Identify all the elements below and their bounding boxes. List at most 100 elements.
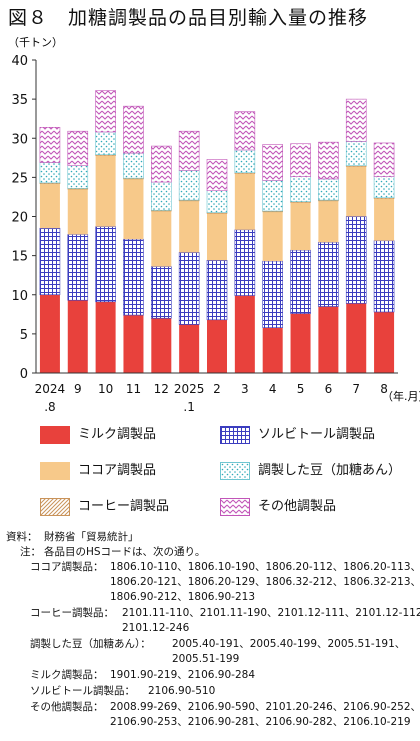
bar-segment-sorbitol bbox=[234, 229, 256, 296]
x-tick-label: 8 bbox=[380, 382, 388, 396]
bar-stack bbox=[234, 111, 256, 373]
cocoa-codes-1: 1806.10-110、1806.10-190、1806.20-112、1806… bbox=[110, 561, 420, 573]
legend-label-coffee: コーヒー調製品 bbox=[78, 499, 170, 514]
bar-segment-other bbox=[178, 130, 200, 171]
sorbitol-codes-label: ソルビトール調製品： bbox=[30, 685, 135, 697]
bar-stack bbox=[123, 105, 144, 373]
y-tick-label: 35 bbox=[11, 93, 28, 108]
bar-segment-cocoa bbox=[151, 211, 172, 267]
bar-segment-cocoa bbox=[67, 189, 88, 235]
bar-segment-cocoa bbox=[123, 178, 144, 240]
x-tick-label: 6 bbox=[325, 382, 333, 396]
bar-stack bbox=[95, 90, 116, 373]
coffee-codes-label: コーヒー調製品： bbox=[30, 607, 114, 619]
legend-swatch-coffee bbox=[40, 498, 70, 516]
note-intro: 各品目のHSコードは、次の通り。 bbox=[44, 546, 206, 558]
bar-segment-other bbox=[345, 98, 367, 142]
y-tick-label: 40 bbox=[11, 54, 28, 69]
x-tick-label: 4 bbox=[269, 382, 277, 396]
legend-label-cocoa: ココア調製品 bbox=[78, 463, 157, 478]
bar-segment-other bbox=[373, 142, 395, 177]
bar-segment-milk bbox=[374, 311, 395, 373]
bar-segment-milk bbox=[318, 306, 339, 373]
bar-stack bbox=[67, 130, 89, 373]
bar-segment-cocoa bbox=[39, 183, 60, 229]
bean-codes-2: 2005.51-199 bbox=[172, 653, 240, 665]
bar-segment-other bbox=[95, 90, 116, 133]
bar-segment-sorbitol bbox=[373, 240, 395, 313]
bar-segment-milk bbox=[234, 295, 255, 373]
x-tick-label: 2 bbox=[213, 382, 221, 396]
bar-segment-sorbitol bbox=[262, 260, 283, 328]
legend-swatch-sorbitol bbox=[220, 426, 250, 444]
x-tick-label: 3 bbox=[241, 382, 249, 396]
legend: ミルク調製品 ソルビトール調製品 ココア調製品 調製した豆（加糖あん） コーヒー… bbox=[0, 418, 420, 528]
bar-segment-milk bbox=[151, 318, 172, 373]
y-axis: 0 5 10 15 20 25 30 35 40 bbox=[11, 54, 37, 382]
bar-stack bbox=[290, 143, 311, 373]
bar-segment-cocoa bbox=[95, 155, 116, 227]
bar-stack bbox=[151, 145, 172, 373]
bar-stack bbox=[373, 142, 395, 373]
bar-segment-bean bbox=[95, 131, 116, 155]
bar-segment-bean bbox=[290, 176, 311, 202]
legend-item-milk: ミルク調製品 bbox=[40, 424, 210, 446]
x-tick-label: .1 bbox=[183, 400, 194, 414]
legend-swatch-bean bbox=[220, 462, 250, 480]
coffee-codes-2: 2101.12-246 bbox=[122, 622, 190, 634]
cocoa-codes-3: 1806.90-212、1806.90-213 bbox=[110, 591, 256, 603]
bar-segment-bean bbox=[39, 162, 61, 184]
x-tick-label: 2025 bbox=[174, 382, 205, 396]
source-label: 資料： bbox=[6, 531, 38, 543]
bar-segment-sorbitol bbox=[39, 227, 61, 296]
y-tick-label: 20 bbox=[11, 211, 28, 226]
cocoa-codes-label: ココア調製品： bbox=[30, 561, 104, 573]
bar-segment-cocoa bbox=[374, 198, 395, 241]
milk-codes-label: ミルク調製品： bbox=[30, 669, 104, 681]
bar-segment-milk bbox=[39, 294, 60, 373]
y-tick-label: 0 bbox=[20, 367, 28, 382]
bar-segment-cocoa bbox=[346, 166, 367, 217]
bar-segment-bean bbox=[67, 165, 89, 189]
legend-label-other: その他調製品 bbox=[258, 499, 337, 514]
bar-segment-milk bbox=[179, 324, 200, 373]
bars bbox=[39, 90, 395, 373]
coffee-codes-1: 2101.11-110、2101.11-190、2101.12-111、2101… bbox=[122, 607, 420, 619]
bar-stack bbox=[206, 159, 228, 373]
bar-segment-sorbitol bbox=[95, 226, 116, 303]
bar-stack bbox=[345, 98, 367, 373]
bar-segment-other bbox=[234, 111, 256, 151]
bar-segment-bean bbox=[345, 141, 367, 166]
legend-item-coffee: コーヒー調製品 bbox=[40, 496, 210, 518]
y-axis-unit-label: （千トン） bbox=[8, 36, 63, 49]
bar-segment-milk bbox=[346, 303, 367, 373]
bar-segment-milk bbox=[123, 315, 144, 373]
y-tick-label: 25 bbox=[11, 171, 28, 186]
bar-segment-cocoa bbox=[234, 173, 255, 230]
legend-label-sorbitol: ソルビトール調製品 bbox=[258, 427, 376, 442]
bean-codes-label: 調製した豆（加糖あん）： bbox=[30, 638, 151, 650]
x-tick-label: 11 bbox=[126, 382, 141, 396]
bar-segment-sorbitol bbox=[290, 249, 311, 314]
x-tick-label: 7 bbox=[352, 382, 360, 396]
source-text: 財務省「貿易統計」 bbox=[44, 531, 139, 543]
x-tick-label: 5 bbox=[297, 382, 305, 396]
bar-segment-cocoa bbox=[207, 213, 227, 261]
legend-item-bean: 調製した豆（加糖あん） bbox=[220, 460, 415, 482]
bar-segment-other bbox=[290, 143, 311, 177]
bar-segment-sorbitol bbox=[206, 260, 228, 321]
bar-segment-sorbitol bbox=[345, 216, 367, 304]
legend-item-sorbitol: ソルビトール調製品 bbox=[220, 424, 415, 446]
bar-stack bbox=[178, 130, 200, 373]
bar-segment-milk bbox=[95, 301, 116, 373]
bar-segment-bean bbox=[206, 190, 228, 213]
bar-segment-sorbitol bbox=[123, 238, 144, 316]
other-codes-label: その他調製品： bbox=[30, 701, 104, 713]
bar-segment-sorbitol bbox=[318, 242, 339, 307]
bar-segment-bean bbox=[151, 181, 172, 211]
bar-segment-other bbox=[123, 105, 144, 154]
legend-label-milk: ミルク調製品 bbox=[78, 427, 157, 442]
bar-segment-other bbox=[262, 144, 283, 181]
bar-segment-milk bbox=[290, 313, 311, 373]
